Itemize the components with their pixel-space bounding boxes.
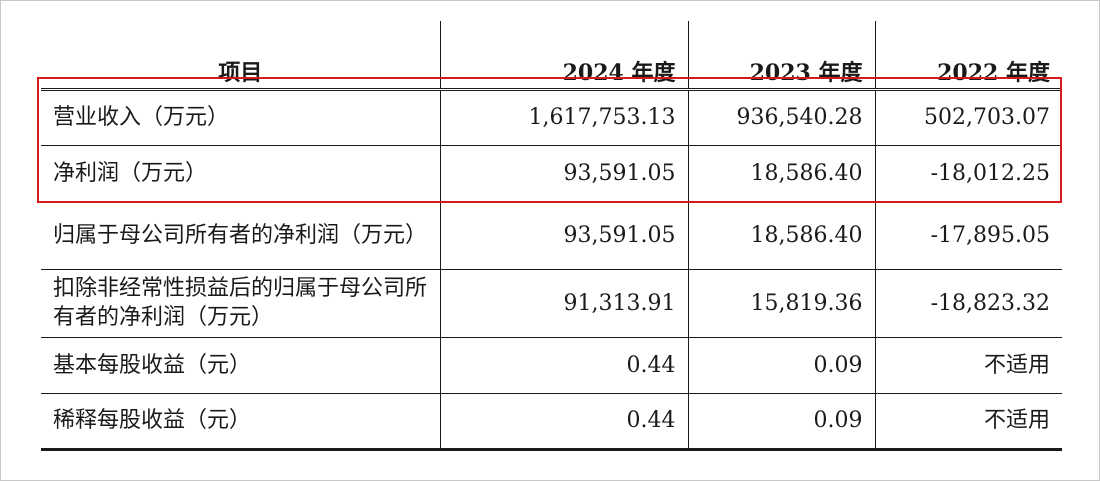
cell-2022: 不适用 xyxy=(874,336,1062,393)
cell-2023: 0.09 xyxy=(687,336,875,393)
row-label: 扣除非经常性损益后的归属于母公司所有者的净利润（万元） xyxy=(41,268,440,337)
cell-2023: 15,819.36 xyxy=(687,268,875,337)
header-item: 项目 xyxy=(41,21,440,91)
cell-2022: -18,823.32 xyxy=(874,268,1062,337)
row-label: 稀释每股收益（元） xyxy=(41,392,440,451)
cell-2023: 18,586.40 xyxy=(687,200,875,269)
cell-2024: 1,617,753.13 xyxy=(439,89,688,145)
header-2023: 2023 年度 xyxy=(687,21,875,91)
row-label: 净利润（万元） xyxy=(41,144,440,201)
cell-2022: 不适用 xyxy=(874,392,1062,451)
cell-2023: 18,586.40 xyxy=(687,144,875,201)
cell-2024: 91,313.91 xyxy=(439,268,688,337)
table-header-row: 项目 2024 年度 2023 年度 2022 年度 xyxy=(41,21,1062,91)
table-row-diluted-eps: 稀释每股收益（元） 0.44 0.09 不适用 xyxy=(41,392,1062,451)
table-row-basic-eps: 基本每股收益（元） 0.44 0.09 不适用 xyxy=(41,336,1062,393)
cell-2022: 502,703.07 xyxy=(874,89,1062,145)
table-row-net-profit-deducted: 扣除非经常性损益后的归属于母公司所有者的净利润（万元） 91,313.91 15… xyxy=(41,268,1062,337)
cell-2023: 936,540.28 xyxy=(687,89,875,145)
row-label: 归属于母公司所有者的净利润（万元） xyxy=(41,200,440,269)
cell-2024: 0.44 xyxy=(439,336,688,393)
cell-2022: -18,012.25 xyxy=(874,144,1062,201)
table-row-net-profit: 净利润（万元） 93,591.05 18,586.40 -18,012.25 xyxy=(41,144,1062,201)
cell-2024: 93,591.05 xyxy=(439,200,688,269)
table-row-net-profit-parent: 归属于母公司所有者的净利润（万元） 93,591.05 18,586.40 -1… xyxy=(41,200,1062,269)
cell-2024: 93,591.05 xyxy=(439,144,688,201)
header-2024: 2024 年度 xyxy=(439,21,688,91)
financial-summary-table: 项目 2024 年度 2023 年度 2022 年度 营业收入（万元） 1,61… xyxy=(41,21,1062,451)
row-label: 营业收入（万元） xyxy=(53,105,230,130)
cell-2022: -17,895.05 xyxy=(874,200,1062,269)
row-label: 基本每股收益（元） xyxy=(41,336,440,393)
cell-2023: 0.09 xyxy=(687,392,875,451)
cell-2024: 0.44 xyxy=(439,392,688,451)
header-2022: 2022 年度 xyxy=(874,21,1062,91)
table-row-revenue: 营业收入（万元） 1,617,753.13 936,540.28 502,703… xyxy=(41,89,1062,145)
